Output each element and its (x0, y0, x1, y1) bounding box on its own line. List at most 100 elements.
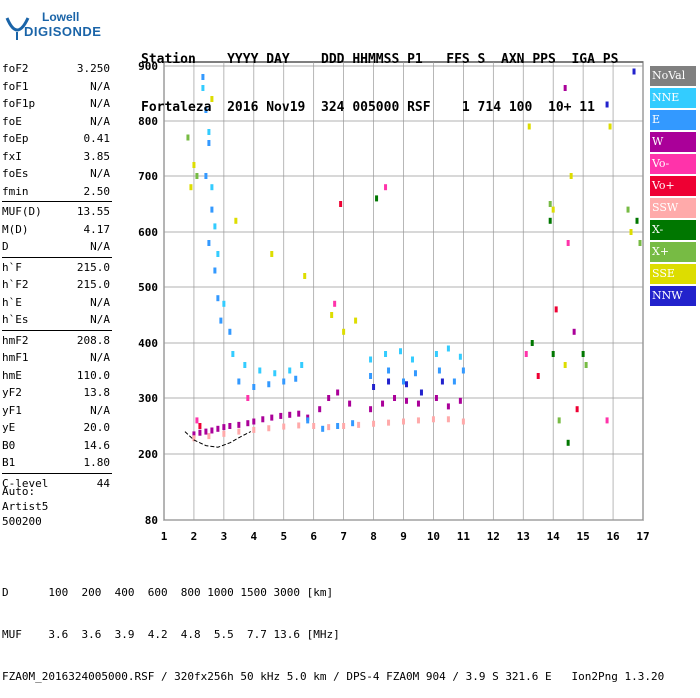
legend-item: NoVal (650, 66, 696, 86)
trace-line-path (184, 431, 252, 448)
data-point (584, 362, 588, 368)
data-point (548, 201, 552, 207)
data-point (207, 129, 211, 135)
param-row: hmE 110.0 (2, 367, 110, 385)
legend-item: NNW (650, 286, 696, 306)
x-tick-label: 3 (221, 530, 228, 543)
param-row: foEs N/A (2, 165, 110, 183)
data-point (446, 403, 450, 410)
data-point (261, 416, 265, 423)
param-value: 3.85 (83, 149, 111, 163)
param-label: MUF(D) (2, 205, 42, 218)
param-value: 13.55 (76, 205, 110, 218)
logo-text-digisonde: DIGISONDE (24, 24, 102, 39)
legend-item: SSE (650, 264, 696, 284)
dish-icon (5, 17, 30, 40)
y-tick-label: 900 (138, 60, 158, 73)
x-tick-label: 11 (457, 530, 471, 543)
data-point (387, 367, 391, 374)
y-tick-label: 400 (138, 337, 158, 350)
data-point (210, 206, 214, 213)
data-point (635, 217, 639, 224)
data-point (333, 300, 337, 307)
y-tick-label: 500 (138, 281, 158, 294)
param-label: yE (2, 421, 16, 434)
param-row: h`F2 215.0 (2, 276, 110, 294)
data-point (548, 217, 552, 224)
param-value: N/A (90, 97, 110, 110)
data-point (252, 418, 256, 425)
legend-item: X- (650, 220, 696, 240)
auto-artist: Artist5 (2, 500, 49, 513)
data-point (303, 273, 307, 279)
data-point (440, 378, 444, 385)
data-point (416, 417, 420, 424)
data-points (186, 68, 642, 446)
y-tick-label: 300 (138, 392, 158, 405)
data-point (369, 373, 373, 379)
param-value: N/A (90, 240, 110, 253)
data-point (282, 423, 286, 430)
x-tick-label: 1 (161, 530, 168, 543)
data-point (270, 414, 274, 421)
x-tick-label: 17 (636, 530, 649, 543)
data-point (288, 367, 292, 374)
muf-table: D 100 200 400 600 800 1000 1500 3000 [km… (2, 558, 664, 698)
y-tick-label: 800 (138, 115, 158, 128)
data-point (434, 395, 438, 401)
param-separator (2, 472, 112, 474)
data-point (210, 184, 214, 191)
data-point (431, 416, 435, 423)
param-value: N/A (90, 79, 110, 93)
param-value: N/A (90, 114, 110, 128)
param-label: h`F (2, 260, 22, 274)
param-value: 20.0 (83, 421, 111, 434)
polarization-legend: NoVal NNE E W Vo- Vo+ SSW X- X+ SSE NNW (650, 66, 696, 308)
param-row: B1 1.80 (2, 454, 110, 472)
data-point (192, 435, 196, 442)
param-value: N/A (90, 295, 110, 309)
param-row: hmF2 208.8 (2, 332, 110, 350)
data-point (231, 351, 235, 357)
data-point (237, 421, 241, 428)
data-point (416, 400, 420, 407)
param-row: foEp 0.41 (2, 130, 110, 148)
param-label: D (2, 240, 9, 253)
x-tick-label: 14 (547, 530, 561, 543)
param-value: N/A (90, 313, 110, 326)
param-label: foF1p (2, 97, 36, 110)
data-point (632, 68, 636, 75)
x-tick-label: 6 (310, 530, 317, 543)
data-point (572, 328, 576, 335)
data-point (342, 328, 346, 335)
data-point (252, 384, 256, 390)
param-row: M(D) 4.17 (2, 221, 110, 239)
data-point (267, 381, 271, 388)
param-label: C-level (2, 476, 49, 490)
param-row: fxI 3.85 (2, 148, 110, 166)
param-value: 1.80 (83, 456, 111, 469)
data-point (629, 229, 633, 235)
data-point (527, 123, 531, 130)
y-tick-label: 200 (138, 448, 158, 461)
data-point (243, 362, 247, 368)
data-point (270, 251, 274, 257)
legend-item: Vo- (650, 154, 696, 174)
data-point (569, 173, 573, 179)
data-point (434, 351, 438, 357)
data-point (566, 240, 570, 246)
param-row: MUF(D) 13.55 (2, 203, 110, 221)
ionogram-chart: 1 2 3 4 5 6 7 8 9 10 11 12 13 14 15 16 17 80200300400500… (138, 60, 650, 543)
auto-code: 500200 (2, 515, 42, 528)
header-values: Fortaleza 2016 Nov19 324 005000 RSF 1 71… (141, 100, 595, 115)
data-point (216, 295, 220, 302)
param-label: h`Es (2, 313, 29, 326)
data-point (204, 107, 208, 113)
data-point (198, 429, 202, 436)
param-label: M(D) (2, 222, 29, 236)
data-point (404, 381, 408, 388)
y-tick-labels: 80 200 300 400 500 600 700 800 900 (138, 60, 158, 527)
param-label: hmF1 (2, 351, 29, 364)
y-tick-label: 700 (138, 170, 158, 183)
data-point (219, 317, 223, 324)
